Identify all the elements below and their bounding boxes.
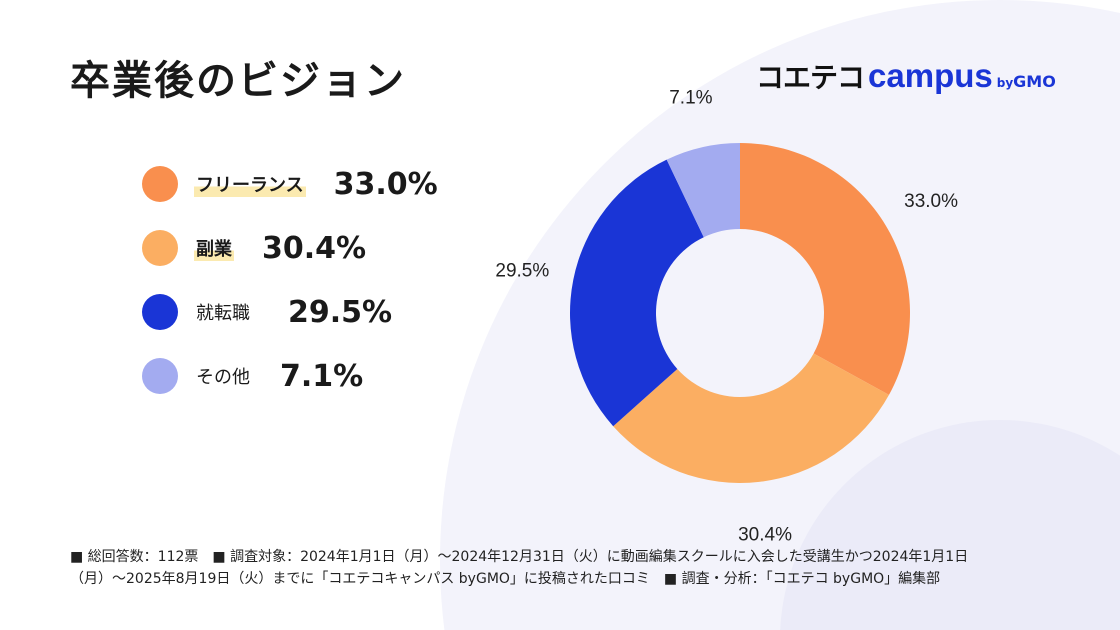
data-label-3: 7.1% xyxy=(669,87,712,108)
legend-swatch xyxy=(142,166,178,202)
background-shape-small xyxy=(780,419,1120,630)
legend-swatch xyxy=(142,294,178,330)
legend-item-side-job: 副業 30.4% xyxy=(142,216,438,280)
footer-note: ■ 総回答数：112票 ■ 調査対象：2024年1月1日（月）～2024年12月… xyxy=(70,546,1060,590)
legend-item-job-change: 就転職 29.5% xyxy=(142,280,438,344)
logo-gmo: GMO xyxy=(1013,72,1056,91)
footer-line-1: ■ 総回答数：112票 ■ 調査対象：2024年1月1日（月）～2024年12月… xyxy=(70,549,969,565)
page-title: 卒業後のビジョン xyxy=(70,58,406,104)
legend-item-other: その他 7.1% xyxy=(142,344,438,408)
legend-label: フリーランス xyxy=(194,171,306,197)
donut-slice-2 xyxy=(570,159,704,427)
data-label-0: 33.0% xyxy=(904,191,958,212)
donut-slice-3 xyxy=(666,143,740,238)
legend-value: 30.4% xyxy=(262,230,367,266)
footer-line-2: （月）～2025年8月19日（火）までに「コエテコキャンパス byGMO」に投稿… xyxy=(70,571,941,587)
legend-value: 29.5% xyxy=(288,294,393,330)
donut-slice-1 xyxy=(613,353,889,483)
logo-by: by xyxy=(996,76,1014,90)
legend-value: 33.0% xyxy=(333,166,438,202)
legend-label: その他 xyxy=(196,367,250,388)
data-label-1: 30.4% xyxy=(738,525,792,546)
logo-jp: コエテコ xyxy=(756,61,865,94)
legend-value: 7.1% xyxy=(280,358,364,394)
logo-campus: campus xyxy=(868,57,993,94)
legend-swatch xyxy=(142,358,178,394)
legend-swatch xyxy=(142,230,178,266)
legend: フリーランス 33.0% 副業 30.4% 就転職 29.5% その他 7.1% xyxy=(142,152,438,408)
data-label-2: 29.5% xyxy=(495,260,549,281)
donut-slice-0 xyxy=(740,143,911,395)
logo: コエテコ campus by GMO xyxy=(756,56,1056,96)
legend-label: 就転職 xyxy=(196,303,250,324)
legend-label: 副業 xyxy=(194,235,234,261)
legend-item-freelance: フリーランス 33.0% xyxy=(142,152,438,216)
